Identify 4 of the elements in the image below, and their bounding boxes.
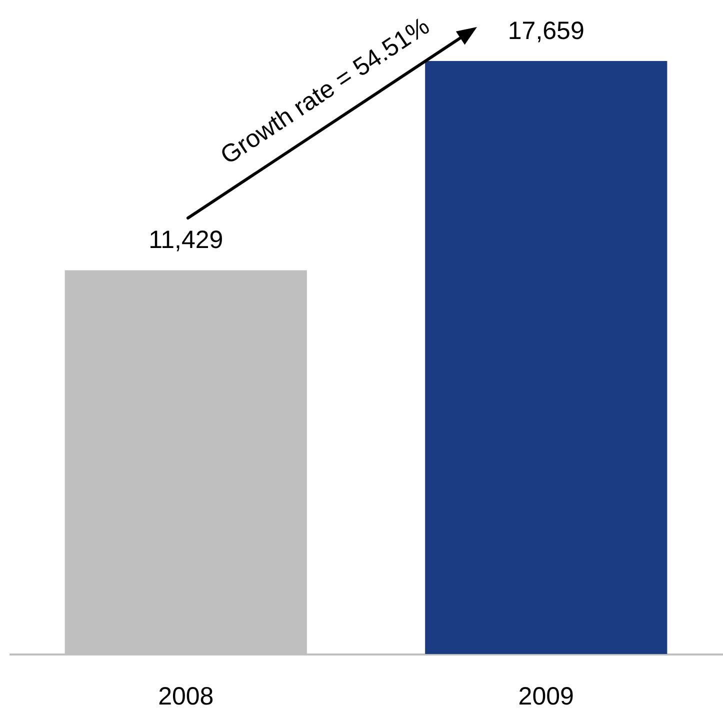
data-label: 17,659 — [508, 17, 584, 45]
data-label: 11,429 — [148, 226, 224, 254]
x-tick-label: 2008 — [158, 682, 214, 709]
x-tick-label: 2009 — [518, 682, 574, 709]
